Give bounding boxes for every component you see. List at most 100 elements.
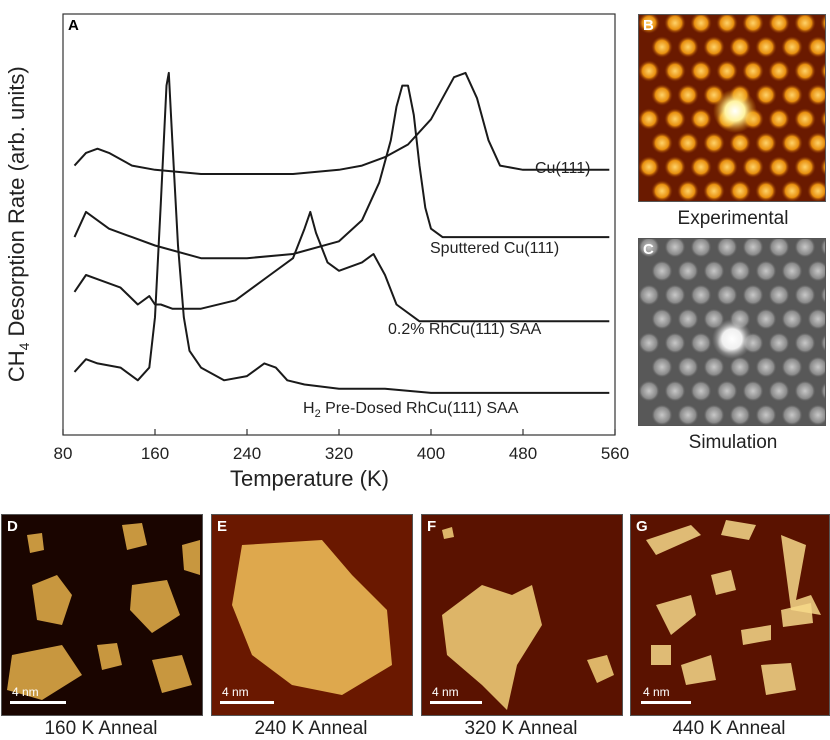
lattice-spot-c-57	[677, 404, 699, 425]
island-d-0	[32, 575, 72, 625]
panel-d-stm-image: D 4 nm	[1, 514, 203, 716]
lattice-spot-c-46	[807, 356, 825, 378]
lattice-spot-b-56	[651, 180, 673, 201]
lattice-spot-b-18	[690, 60, 712, 82]
lattice-spot-b-20	[742, 60, 764, 82]
island-f-0	[442, 585, 542, 710]
lattice-spot-c-58	[703, 404, 725, 425]
island-d-6	[182, 540, 200, 575]
x-tick-label-5: 480	[509, 444, 537, 463]
lattice-spot-c-33	[664, 332, 686, 354]
lattice-spot-c-44	[755, 356, 777, 378]
caption-simulation: Simulation	[688, 432, 778, 453]
panel-letter-c: C	[643, 241, 654, 258]
lattice-spot-b-5	[768, 15, 790, 34]
ylabel-pre: CH	[3, 350, 29, 383]
tpd-chart: 80 160 240 320 400 480 560	[54, 13, 629, 463]
lattice-spot-c-50	[690, 380, 712, 402]
island-g-6	[741, 625, 771, 645]
x-tick-label-3: 320	[325, 444, 353, 463]
lattice-spot-c-60	[755, 404, 777, 425]
island-g-1	[721, 520, 756, 540]
x-tick-label-0: 80	[54, 444, 73, 463]
lattice-spot-c-42	[703, 356, 725, 378]
lattice-spot-b-34	[690, 108, 712, 130]
lattice-spot-b-7	[820, 15, 825, 33]
lattice-spot-b-43	[729, 132, 751, 154]
lattice-spot-c-11	[729, 260, 751, 282]
scale-text-d: 4 nm	[12, 685, 39, 699]
lattice-spot-c-0	[639, 239, 660, 258]
island-d-1	[130, 580, 180, 633]
lattice-spot-c-52	[742, 380, 764, 402]
lattice-spot-c-24	[651, 308, 673, 330]
lattice-spot-b-17	[664, 60, 686, 82]
lattice-spot-b-29	[781, 84, 803, 106]
series-label-cu111: Cu(111)	[535, 160, 591, 177]
lattice-spot-b-45	[781, 132, 803, 154]
lattice-spot-b-33	[664, 108, 686, 130]
lattice-spot-c-51	[716, 380, 738, 402]
lattice-spot-c-2	[690, 239, 712, 258]
lattice-spot-b-41	[677, 132, 699, 154]
lattice-spot-c-25	[677, 308, 699, 330]
simulation-stm-svg	[639, 239, 825, 425]
lattice-spot-b-57	[677, 180, 699, 201]
lattice-spot-b-37	[768, 108, 790, 130]
panel-e-stm-image: E 4 nm	[211, 514, 413, 716]
h2-rest: Pre-Dosed RhCu(111) SAA	[320, 400, 519, 417]
lattice-spot-c-62	[807, 404, 825, 425]
lattice-spot-c-38	[794, 332, 816, 354]
lattice-spot-c-19	[716, 284, 738, 306]
lattice-spot-c-28	[755, 308, 777, 330]
lattice-spot-c-21	[768, 284, 790, 306]
lattice-spot-b-44	[755, 132, 777, 154]
panel-letter-d: D	[7, 518, 18, 535]
lattice-spot-c-18	[690, 284, 712, 306]
lattice-spot-c-45	[781, 356, 803, 378]
x-tick-label-2: 240	[233, 444, 261, 463]
caption-e: 240 K Anneal	[254, 718, 368, 739]
lattice-spot-b-19	[716, 60, 738, 82]
series-label-sputtered: Sputtered Cu(111)	[430, 240, 560, 257]
simulated-bright-spot	[712, 319, 752, 359]
lattice-spot-c-54	[794, 380, 816, 402]
lattice-spot-b-32	[639, 108, 660, 130]
lattice-spot-b-49	[664, 156, 686, 178]
panel-b-stm-image: B	[638, 14, 826, 202]
lattice-spot-b-38	[794, 108, 816, 130]
series-line-1	[73, 84, 610, 260]
h2-subscript: 2	[314, 408, 321, 421]
panel-g-islands	[646, 520, 821, 695]
lattice-spot-c-39	[820, 333, 825, 353]
experimental-stm-svg	[639, 15, 825, 201]
panel-e-islands	[232, 540, 392, 695]
scale-bar-e	[220, 701, 274, 704]
lattice-spot-c-22	[794, 284, 816, 306]
lattice-spot-b-30	[807, 84, 825, 106]
lattice-spot-c-53	[768, 380, 790, 402]
island-d-4	[152, 655, 192, 693]
panel-letter-e: E	[217, 518, 228, 535]
lattice-spot-c-41	[677, 356, 699, 378]
panel-a: 80 160 240 320 400 480 560 A Cu(111) Sputtered…	[4, 13, 629, 491]
lattice-spot-b-60	[755, 180, 777, 201]
lattice-spot-c-17	[664, 284, 686, 306]
lattice-spot-c-6	[794, 239, 816, 258]
lattice-spot-b-61	[781, 180, 803, 201]
lattice-spot-c-14	[807, 260, 825, 282]
lattice-spot-b-50	[690, 156, 712, 178]
scale-bar-d	[10, 701, 66, 704]
caption-g: 440 K Anneal	[672, 718, 786, 739]
lattice-spot-c-4	[742, 239, 764, 258]
lattice-spot-c-55	[820, 381, 825, 401]
y-axis-label: CH4 Desorption Rate (arb. units)	[4, 44, 32, 404]
island-g-4	[656, 595, 696, 635]
lattice-spot-b-25	[677, 84, 699, 106]
island-f-2	[442, 527, 454, 539]
island-g-3	[711, 570, 736, 595]
lattice-spot-b-14	[807, 36, 825, 58]
island-g-5	[781, 603, 813, 627]
scale-text-f: 4 nm	[432, 685, 459, 699]
x-tick-label-4: 400	[417, 444, 445, 463]
